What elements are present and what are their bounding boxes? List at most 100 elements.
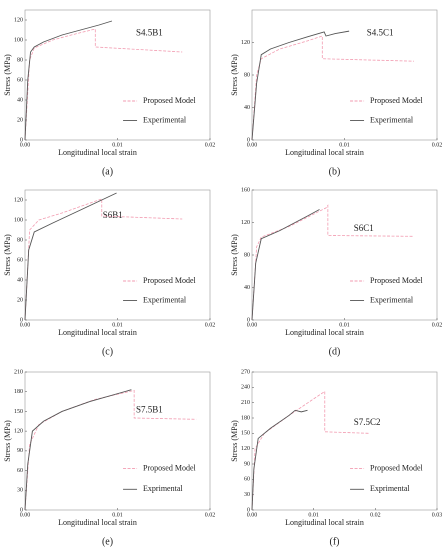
- y-tick-label: 0: [20, 317, 23, 323]
- x-tick-label: 0.01: [308, 512, 319, 518]
- x-tick-label: 0.03: [432, 512, 443, 518]
- legend-label: Proposed Model: [143, 463, 196, 472]
- x-axis-label: Longitudinal local strain: [285, 328, 364, 337]
- y-tick-label: 60: [17, 468, 23, 474]
- y-axis-label: Stress (MPa): [230, 54, 239, 96]
- y-tick-label: 120: [241, 220, 250, 226]
- x-tick-label: 0.02: [432, 322, 443, 328]
- x-tick-label: 0.00: [247, 512, 258, 518]
- y-tick-label: 180: [14, 389, 23, 395]
- x-axis-label: Longitudinal local strain: [58, 518, 137, 527]
- y-tick-label: 120: [241, 446, 250, 452]
- x-tick-label: 0.00: [247, 142, 258, 148]
- y-tick-label: 40: [244, 105, 250, 111]
- panel-label: (b): [329, 166, 341, 177]
- panel-label: (e): [102, 536, 113, 547]
- y-tick-label: 90: [244, 461, 250, 467]
- y-tick-label: 20: [17, 297, 23, 303]
- x-tick-label: 0.01: [112, 322, 123, 328]
- legend-label: Experimental: [143, 295, 187, 304]
- data-line: [251, 390, 370, 511]
- y-tick-label: 210: [14, 369, 23, 375]
- y-tick-label: 150: [241, 431, 250, 437]
- x-tick-label: 0.01: [112, 512, 123, 518]
- y-tick-label: 60: [244, 477, 250, 483]
- panel-label: (c): [102, 346, 113, 357]
- y-tick-label: 30: [244, 492, 250, 498]
- y-tick-label: 40: [17, 97, 23, 103]
- y-axis-label: Stress (MPa): [3, 420, 12, 462]
- annotation: S7.5B1: [136, 405, 163, 415]
- data-line: [24, 20, 113, 141]
- annotation: S6B1: [103, 210, 123, 220]
- legend-label: Experimental: [143, 115, 187, 124]
- y-tick-label: 120: [14, 429, 23, 435]
- y-tick-label: 80: [17, 57, 23, 63]
- y-tick-label: 0: [247, 507, 250, 513]
- legend-label: Proposed Model: [143, 96, 196, 105]
- y-tick-label: 150: [14, 409, 23, 415]
- panel-label: (f): [330, 536, 340, 547]
- annotation: S4.5C1: [367, 27, 394, 37]
- x-tick-label: 0.02: [432, 142, 443, 148]
- y-tick-label: 270: [241, 369, 250, 375]
- panel-label: (d): [329, 346, 341, 357]
- annotation: S7.5C2: [354, 417, 381, 427]
- data-line: [251, 30, 350, 141]
- y-tick-label: 120: [14, 197, 23, 203]
- x-axis-label: Longitudinal local strain: [58, 148, 137, 157]
- y-tick-label: 20: [17, 117, 23, 123]
- x-tick-label: 0.00: [247, 322, 258, 328]
- y-tick-label: 60: [17, 257, 23, 263]
- x-tick-label: 0.00: [20, 322, 31, 328]
- y-tick-label: 0: [247, 137, 250, 143]
- y-tick-label: 90: [17, 448, 23, 454]
- annotation: S6C1: [354, 223, 374, 233]
- y-tick-label: 0: [20, 507, 23, 513]
- y-tick-label: 0: [20, 137, 23, 143]
- data-line: [251, 35, 414, 141]
- legend-label: Exprimental: [370, 484, 410, 493]
- y-tick-label: 30: [17, 488, 23, 494]
- y-tick-label: 80: [244, 72, 250, 78]
- legend-label: Proposed Model: [143, 276, 196, 285]
- legend-label: Exprimental: [143, 484, 183, 493]
- y-tick-label: 210: [241, 400, 250, 406]
- x-tick-label: 0.02: [205, 142, 216, 148]
- legend-label: Experimental: [370, 115, 414, 124]
- x-tick-label: 0.00: [20, 142, 31, 148]
- x-tick-label: 0.02: [205, 322, 216, 328]
- annotation: S4.5B1: [136, 27, 163, 37]
- x-axis-label: Longitudinal local strain: [285, 518, 364, 527]
- x-tick-label: 0.02: [205, 512, 216, 518]
- y-tick-label: 0: [247, 317, 250, 323]
- y-axis-label: Stress (MPa): [3, 54, 12, 96]
- data-line: [24, 192, 117, 321]
- x-tick-label: 0.01: [339, 142, 350, 148]
- y-axis-label: Stress (MPa): [230, 420, 239, 462]
- x-tick-label: 0.01: [339, 322, 350, 328]
- y-tick-label: 40: [17, 277, 23, 283]
- y-tick-label: 40: [244, 285, 250, 291]
- y-tick-label: 160: [241, 187, 250, 193]
- x-axis-label: Longitudinal local strain: [285, 148, 364, 157]
- x-tick-label: 0.00: [20, 512, 31, 518]
- y-tick-label: 60: [17, 77, 23, 83]
- data-line: [251, 209, 320, 321]
- x-tick-label: 0.02: [370, 512, 381, 518]
- y-tick-label: 100: [14, 37, 23, 43]
- y-tick-label: 120: [14, 17, 23, 23]
- y-tick-label: 180: [241, 415, 250, 421]
- y-tick-label: 120: [241, 40, 250, 46]
- plot-frame: [251, 371, 438, 511]
- y-tick-label: 100: [14, 217, 23, 223]
- panel-label: (a): [102, 166, 113, 177]
- y-axis-label: Stress (MPa): [3, 234, 12, 276]
- x-tick-label: 0.01: [112, 142, 123, 148]
- y-tick-label: 80: [17, 237, 23, 243]
- y-axis-label: Stress (MPa): [230, 234, 239, 276]
- legend-label: Proposed Model: [370, 96, 423, 105]
- data-line: [24, 389, 132, 511]
- x-axis-label: Longitudinal local strain: [58, 328, 137, 337]
